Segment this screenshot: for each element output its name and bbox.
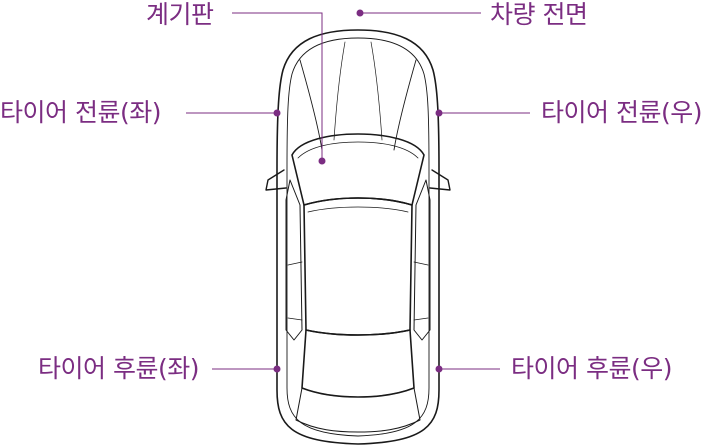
leader-dots <box>273 9 443 373</box>
label-tire-front-right: 타이어 전륜(우) <box>541 98 702 127</box>
dot-tire-rear-left <box>273 365 281 373</box>
dot-dashboard <box>318 157 326 165</box>
dot-vehicle-front <box>356 9 364 17</box>
label-dashboard: 계기판 <box>146 0 214 29</box>
leader-line-dashboard <box>232 12 323 161</box>
dot-tire-rear-right <box>435 365 443 373</box>
dot-tire-front-right <box>435 109 443 117</box>
label-tire-front-left: 타이어 전륜(좌) <box>0 98 161 127</box>
label-tire-rear-right: 타이어 후륜(우) <box>511 354 672 383</box>
leader-lines <box>186 12 530 370</box>
dot-tire-front-left <box>273 109 281 117</box>
label-tire-rear-left: 타이어 후륜(좌) <box>38 354 199 383</box>
label-vehicle-front: 차량 전면 <box>490 0 588 29</box>
car-outline <box>265 29 451 445</box>
